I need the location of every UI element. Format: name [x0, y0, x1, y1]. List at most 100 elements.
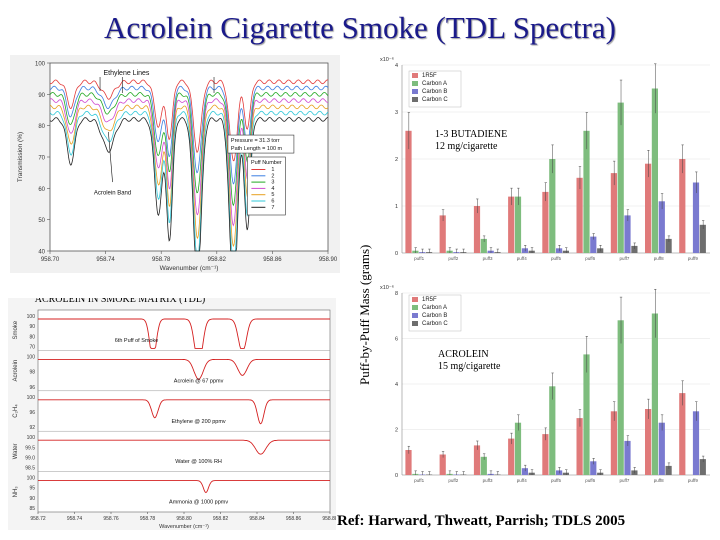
- y-tick-label: 100: [27, 435, 36, 441]
- bar-Carbon C: [528, 472, 535, 475]
- y-tick-label: 90: [29, 324, 35, 330]
- ethylene-lines-label: Ethylene Lines: [103, 70, 149, 77]
- bar-Carbon C: [562, 250, 569, 253]
- y-tick-label: 60: [38, 187, 45, 193]
- legend-swatch: [412, 81, 418, 86]
- x-tick-label: 958.74: [67, 516, 83, 522]
- y-axis-label: Transmission (%): [17, 132, 24, 182]
- bar-Carbon B: [624, 215, 631, 253]
- bar-1R5F: [405, 130, 412, 253]
- x-axis-label: Wavenumber (cm⁻¹): [160, 265, 219, 272]
- legend-swatch: [412, 313, 418, 318]
- butadiene-bar-chart: x10⁻⁶ 0 1 2 3 4 puff1 puff2 puff3 puff4 puff5 puff6…: [380, 56, 710, 261]
- y-tick-label: 100: [27, 354, 36, 360]
- y-tick-label: 70: [38, 156, 45, 162]
- legend-label: 1R5F: [422, 73, 437, 79]
- bar-1R5F: [508, 196, 515, 253]
- legend-title: Puff Number: [251, 160, 282, 166]
- bar-Carbon C: [426, 474, 433, 475]
- bar-1R5F: [508, 438, 515, 475]
- series-annotation: Water @ 100% RH: [175, 459, 222, 465]
- x-tick-label: puff6: [585, 478, 595, 483]
- series-line-4: [49, 98, 328, 227]
- bar-Carbon C: [460, 474, 467, 475]
- bar-Carbon B: [556, 248, 563, 253]
- x-tick-label: puff4: [517, 256, 527, 261]
- bar-Carbon A: [514, 196, 522, 253]
- bar-Carbon B: [692, 411, 700, 475]
- bar-Carbon C: [597, 248, 604, 253]
- y-tick-label: 96: [29, 385, 35, 391]
- bar-1R5F: [645, 163, 652, 253]
- y-tick-label: 100: [27, 395, 36, 401]
- x-tick-label: puff9: [688, 478, 698, 483]
- x-tick-label: puff8: [654, 478, 664, 483]
- bar-Carbon B: [521, 248, 528, 253]
- bar-Carbon C: [460, 252, 467, 253]
- bar-1R5F: [645, 409, 652, 475]
- smoke-matrix-chart-panel: ACROLEIN IN SMOKE MATRIX (TDL) 100 90 80 70 S…: [8, 294, 338, 530]
- x-tick-label: puff9: [688, 256, 698, 261]
- series-line-NH₃: [38, 480, 330, 494]
- x-tick-label: 958.90: [319, 257, 338, 263]
- y-tick-label: 0: [395, 251, 398, 257]
- series-line-2: [49, 85, 329, 185]
- legend-swatch: [412, 89, 418, 94]
- x-tick-label: 958.86: [263, 257, 282, 263]
- bar-Carbon A: [412, 250, 419, 253]
- smoke-matrix-chart: ACROLEIN IN SMOKE MATRIX (TDL) 100 90 80 70 S…: [13, 294, 338, 530]
- series-annotation: Ethylene @ 200 ppmv: [171, 419, 225, 425]
- band-label: NH₃: [13, 486, 19, 498]
- y-tick-label: 92: [29, 425, 35, 431]
- bar-Carbon C: [494, 252, 501, 253]
- legend-label: 2: [271, 173, 274, 179]
- x-tick-label: puff5: [551, 256, 561, 261]
- bar-Carbon C: [631, 245, 638, 253]
- bar-1R5F: [473, 206, 481, 253]
- bar-Carbon A: [549, 159, 556, 253]
- y-tick-label: 70: [29, 344, 35, 350]
- series-annotation: 6th Puff of Smoke: [115, 338, 159, 344]
- band-label: Acrolein: [13, 360, 19, 382]
- y-tick-label: 98: [29, 370, 35, 376]
- info-box: [227, 134, 295, 154]
- y-tick-label: 100: [27, 476, 36, 482]
- x-tick-label: 958.72: [30, 516, 46, 522]
- bar-Carbon B: [487, 250, 494, 253]
- bar-Carbon C: [597, 472, 604, 475]
- bar-1R5F: [439, 454, 446, 475]
- bar-Carbon B: [487, 473, 494, 475]
- x-tick-label: puff3: [483, 478, 493, 483]
- bar-1R5F: [405, 450, 412, 475]
- legend-label: 7: [271, 205, 274, 211]
- legend-label: 3: [271, 180, 274, 186]
- legend-label: Carbon A: [422, 305, 447, 311]
- mass-axis-label: Puff-by-Puff Mass (grams): [357, 244, 372, 385]
- bar-Carbon A: [617, 320, 624, 475]
- x-tick-label: puff2: [448, 256, 458, 261]
- series-line-5: [49, 104, 329, 248]
- series-line-Smoke: [38, 318, 330, 349]
- bar-Carbon C: [528, 250, 535, 253]
- legend-swatch: [412, 305, 418, 310]
- plot-area: [37, 309, 331, 513]
- bar-1R5F: [473, 445, 481, 475]
- bar-Carbon C: [665, 238, 672, 253]
- y-tick-label: 100: [35, 62, 46, 68]
- chart-annotation: 12 mg/cigarette: [435, 141, 498, 152]
- bar-Carbon C: [631, 470, 638, 475]
- legend-label: Carbon C: [422, 321, 448, 327]
- bar-Carbon C: [426, 252, 433, 253]
- info-box-line: Pressure = 31.3 torr: [231, 138, 280, 144]
- x-tick-label: 958.78: [152, 257, 171, 263]
- x-tick-label: 958.82: [208, 257, 227, 263]
- legend-swatch: [412, 97, 418, 102]
- y-tick-label: 90: [29, 496, 35, 502]
- bar-1R5F: [610, 173, 617, 253]
- y-tick-label: 99.5: [25, 445, 35, 451]
- x-tick-label: 958.78: [140, 516, 156, 522]
- series-line-1: [49, 79, 329, 162]
- chart-annotation: 1-3 BUTADIENE: [435, 129, 507, 140]
- bar-1R5F: [576, 177, 583, 253]
- legend-label: Carbon C: [422, 97, 448, 103]
